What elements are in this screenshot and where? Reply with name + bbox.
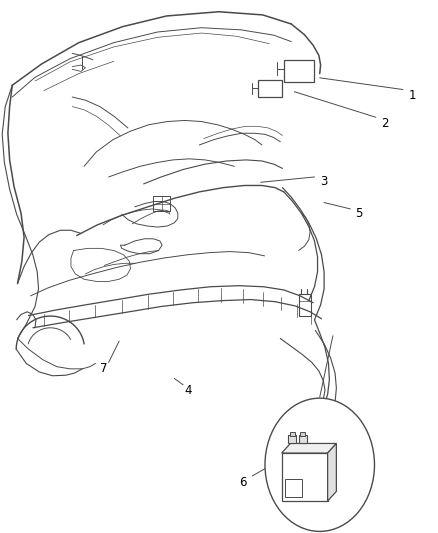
Circle shape (265, 398, 374, 531)
Bar (284, 60, 314, 82)
Bar (282, 453, 328, 501)
Bar (285, 479, 302, 497)
Text: 1: 1 (409, 90, 417, 102)
Polygon shape (328, 443, 336, 501)
Text: 5: 5 (356, 207, 363, 220)
Polygon shape (282, 443, 336, 453)
Bar (300, 432, 305, 436)
Bar (258, 80, 282, 97)
Text: 3: 3 (321, 175, 328, 188)
Text: 2: 2 (381, 117, 389, 130)
Text: 4: 4 (184, 384, 192, 397)
Text: 6: 6 (239, 476, 247, 489)
Text: 7: 7 (100, 362, 108, 375)
Bar (290, 432, 295, 436)
Bar (288, 435, 296, 443)
Bar (299, 435, 307, 443)
